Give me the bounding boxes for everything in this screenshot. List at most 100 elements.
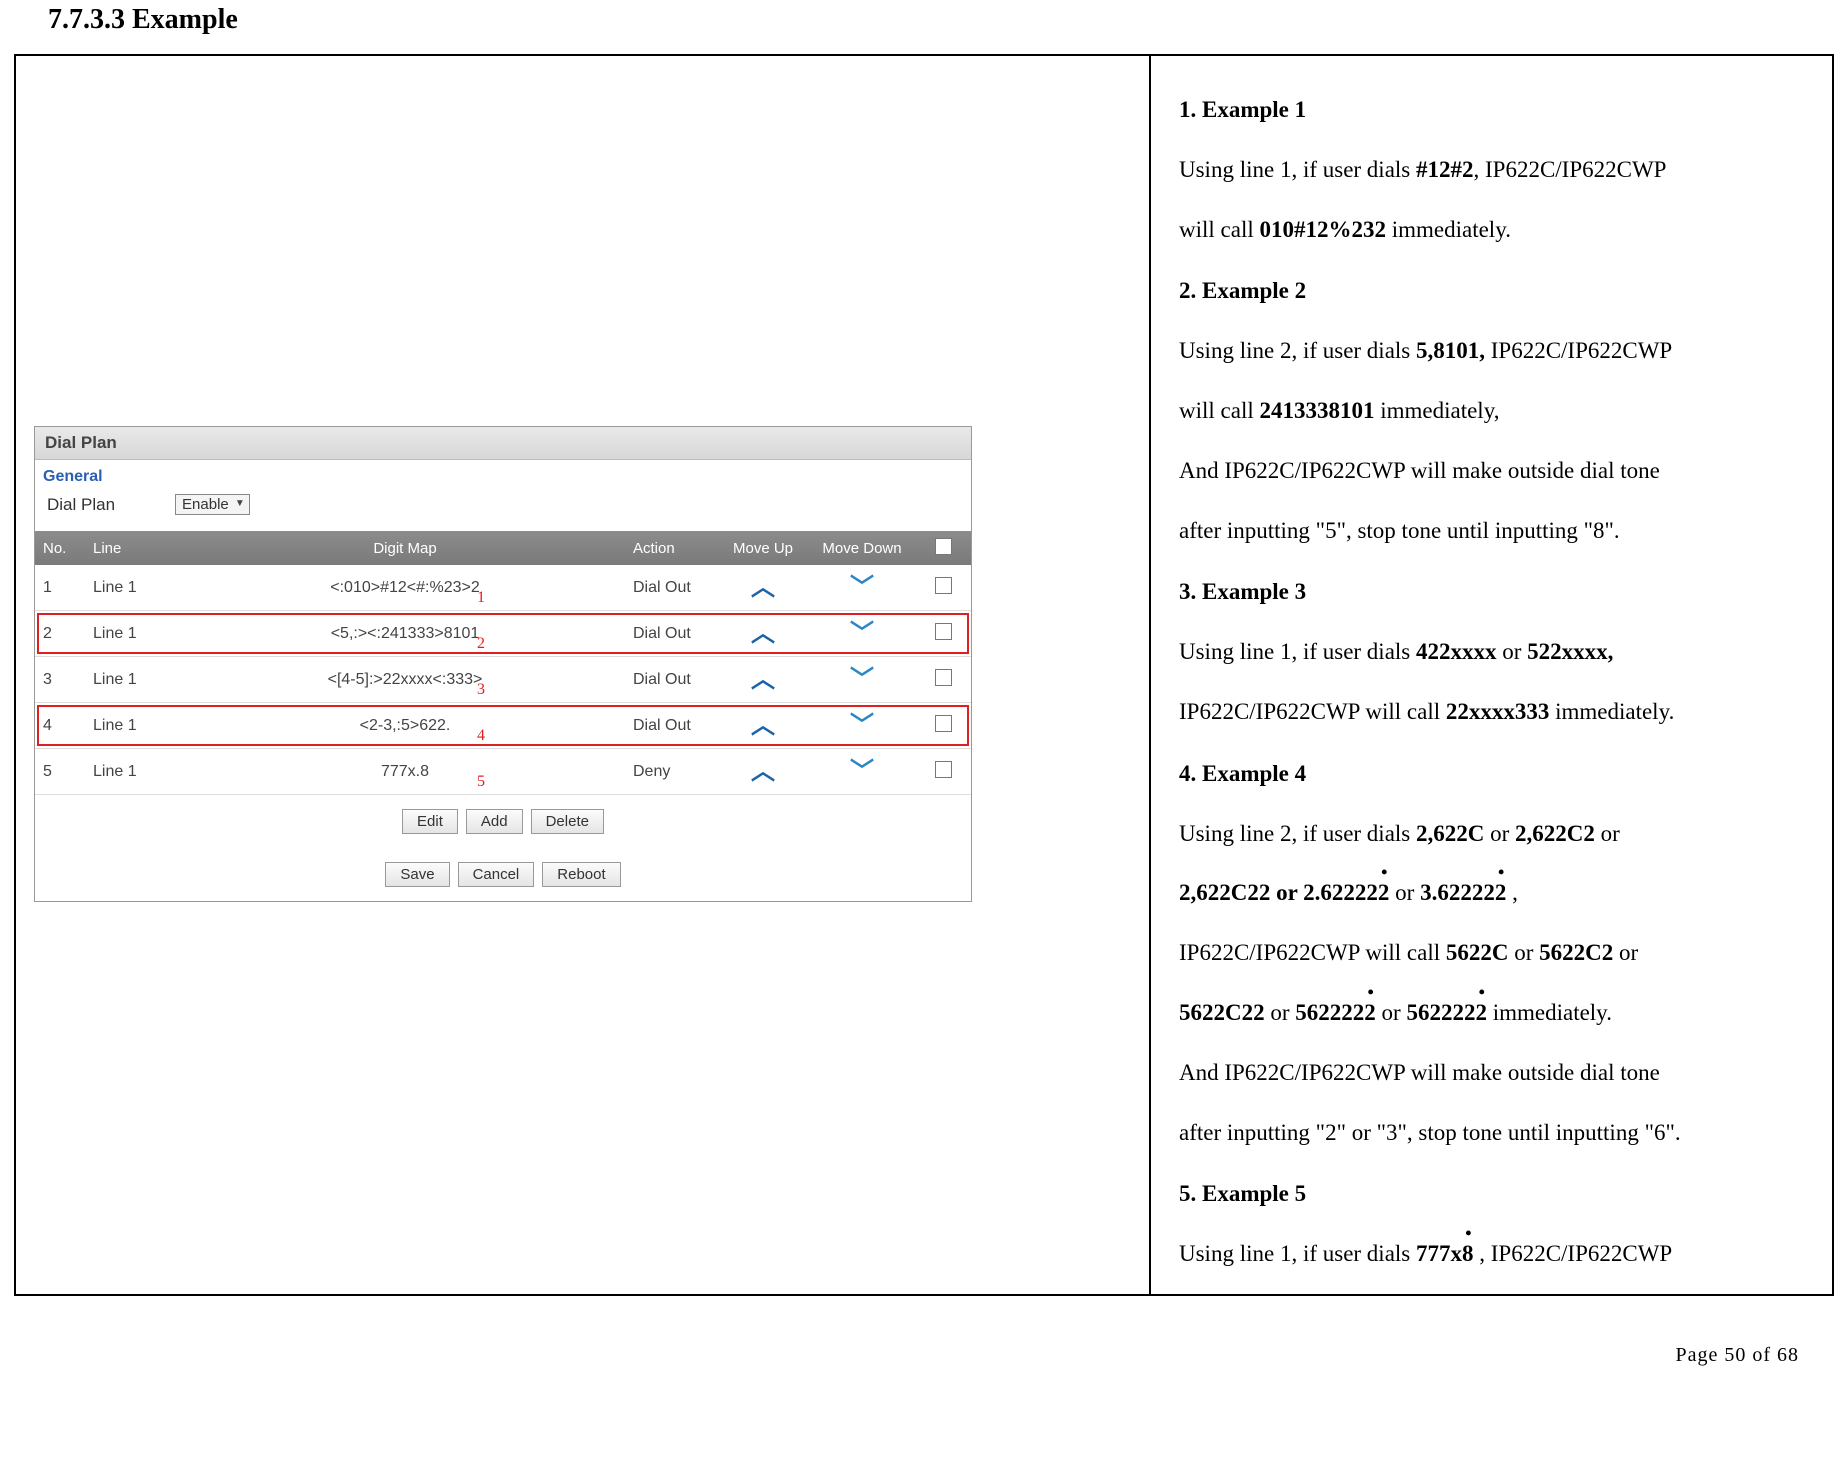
dialplan-select[interactable]: Enable xyxy=(175,494,250,515)
t: And IP622C/IP622CWP will make outside di… xyxy=(1179,1043,1804,1103)
t: 2,622C2 xyxy=(1515,821,1595,846)
col-no: No. xyxy=(35,534,85,563)
example-2-head: 2. Example 2 xyxy=(1179,261,1804,321)
t: , IP622C/IP622CWP xyxy=(1474,1241,1673,1266)
t: Using line 1, if user dials xyxy=(1179,639,1416,664)
example-3-head: 3. Example 3 xyxy=(1179,562,1804,622)
delete-button[interactable]: Delete xyxy=(531,809,604,834)
table-row[interactable]: 5Line 1777x.85Deny︿﹀ xyxy=(35,749,971,795)
t: or xyxy=(1497,639,1528,664)
t: or xyxy=(1376,1000,1407,1025)
cell-no: 4 xyxy=(35,711,85,741)
cell-action: Dial Out xyxy=(625,619,717,649)
t: Using line 2, if user dials xyxy=(1179,821,1416,846)
t: IP622C/IP622CWP will call xyxy=(1179,699,1446,724)
move-up-icon[interactable]: ︿ xyxy=(717,570,809,606)
grid-header: No. Line Digit Map Action Move Up Move D… xyxy=(35,531,971,565)
row-marker: 2 xyxy=(477,635,485,653)
row-checkbox[interactable] xyxy=(935,623,952,640)
t: Using line 1, if user dials xyxy=(1179,157,1416,182)
t: 777x8 xyxy=(1416,1224,1474,1284)
table-row[interactable]: 2 Line 1<5,:><:241333>81012Dial Out︿﹀ xyxy=(35,611,971,657)
example-4-head: 4. Example 4 xyxy=(1179,744,1804,804)
t: 522xxxx, xyxy=(1527,639,1613,664)
check-all[interactable] xyxy=(935,538,952,555)
t: or xyxy=(1613,940,1638,965)
cell-digitmap: 777x.85 xyxy=(185,757,625,787)
section-heading: 7.7.3.3 Example xyxy=(0,0,1847,54)
screenshot-container: Dial Plan General Dial Plan Enable No. L… xyxy=(16,56,1149,1142)
t: 5,8101, xyxy=(1416,338,1485,363)
cell-line: Line 1 xyxy=(85,573,185,603)
t: 2,622C22 xyxy=(1179,880,1270,905)
t: 22xxxx333 xyxy=(1446,699,1550,724)
col-movedown: Move Down xyxy=(809,534,915,563)
t: 422xxxx xyxy=(1416,639,1497,664)
t: immediately. xyxy=(1386,217,1511,242)
cancel-button[interactable]: Cancel xyxy=(458,862,535,887)
example-text: 1. Example 1 Using line 1, if user dials… xyxy=(1150,55,1833,1295)
t: 010#12%232 xyxy=(1259,217,1386,242)
t: after inputting "5", stop tone until inp… xyxy=(1179,501,1804,561)
move-down-icon[interactable]: ﹀ xyxy=(809,662,915,698)
grid-body: 1Line 1<:010>#12<#:%23>21Dial Out︿﹀ 2 Line… xyxy=(35,565,971,795)
dial-plan-panel: Dial Plan General Dial Plan Enable No. L… xyxy=(34,426,972,902)
t: or xyxy=(1389,880,1420,905)
edit-button[interactable]: Edit xyxy=(402,809,458,834)
example-table: Dial Plan General Dial Plan Enable No. L… xyxy=(14,54,1834,1296)
t: or xyxy=(1508,940,1539,965)
panel-title: Dial Plan xyxy=(35,427,971,460)
t: immediately. xyxy=(1487,1000,1612,1025)
col-action: Action xyxy=(625,534,717,563)
t: or xyxy=(1270,880,1303,905)
t: 5622C xyxy=(1446,940,1509,965)
t: immediately, xyxy=(1374,398,1499,423)
general-label: General xyxy=(35,460,971,490)
move-up-icon[interactable]: ︿ xyxy=(717,616,809,652)
table-row[interactable]: 1Line 1<:010>#12<#:%23>21Dial Out︿﹀ xyxy=(35,565,971,611)
t: 5622C2 xyxy=(1539,940,1613,965)
col-check xyxy=(915,532,971,565)
table-row[interactable]: 3Line 1<[4-5]:>22xxxx<:333>3Dial Out︿﹀ xyxy=(35,657,971,703)
move-down-icon[interactable]: ﹀ xyxy=(809,570,915,606)
table-row[interactable]: 4Line 1<2-3,:5>622.4Dial Out︿﹀ xyxy=(35,703,971,749)
t: 5622C22 xyxy=(1179,1000,1265,1025)
cell-digitmap: <[4-5]:>22xxxx<:333>3 xyxy=(185,665,625,695)
t: 5622222 xyxy=(1295,983,1376,1043)
row-marker: 5 xyxy=(477,773,485,791)
col-moveup: Move Up xyxy=(717,534,809,563)
example-1-head: 1. Example 1 xyxy=(1179,80,1804,140)
t: #12#2 xyxy=(1416,157,1474,182)
dialplan-field-label: Dial Plan xyxy=(47,495,115,515)
cell-digitmap: <5,:><:241333>81012 xyxy=(185,619,625,649)
t: or xyxy=(1595,821,1620,846)
t: 2.622222 xyxy=(1303,863,1389,923)
t: Using line 1, if user dials xyxy=(1179,1241,1416,1266)
row-checkbox[interactable] xyxy=(935,715,952,732)
reboot-button[interactable]: Reboot xyxy=(542,862,620,887)
row-checkbox[interactable] xyxy=(935,577,952,594)
t: immediately. xyxy=(1549,699,1674,724)
t: , xyxy=(1506,880,1518,905)
t: Using line 2, if user dials xyxy=(1179,338,1416,363)
cell-action: Dial Out xyxy=(625,665,717,695)
t: after inputting "2" or "3", stop tone un… xyxy=(1179,1103,1804,1163)
col-digitmap: Digit Map xyxy=(185,534,625,563)
cell-line: Line 1 xyxy=(85,619,185,649)
cell-line: Line 1 xyxy=(85,711,185,741)
row-checkbox[interactable] xyxy=(935,761,952,778)
move-up-icon[interactable]: ︿ xyxy=(717,754,809,790)
page-number: Page 50 of 68 xyxy=(0,1296,1847,1367)
button-row-save: Save Cancel Reboot xyxy=(35,848,971,901)
move-down-icon[interactable]: ﹀ xyxy=(809,708,915,744)
move-down-icon[interactable]: ﹀ xyxy=(809,616,915,652)
move-up-icon[interactable]: ︿ xyxy=(717,708,809,744)
move-up-icon[interactable]: ︿ xyxy=(717,662,809,698)
save-button[interactable]: Save xyxy=(385,862,449,887)
t: will call xyxy=(1179,398,1259,423)
row-checkbox[interactable] xyxy=(935,669,952,686)
add-button[interactable]: Add xyxy=(466,809,523,834)
cell-line: Line 1 xyxy=(85,665,185,695)
t: will call xyxy=(1179,217,1259,242)
move-down-icon[interactable]: ﹀ xyxy=(809,754,915,790)
